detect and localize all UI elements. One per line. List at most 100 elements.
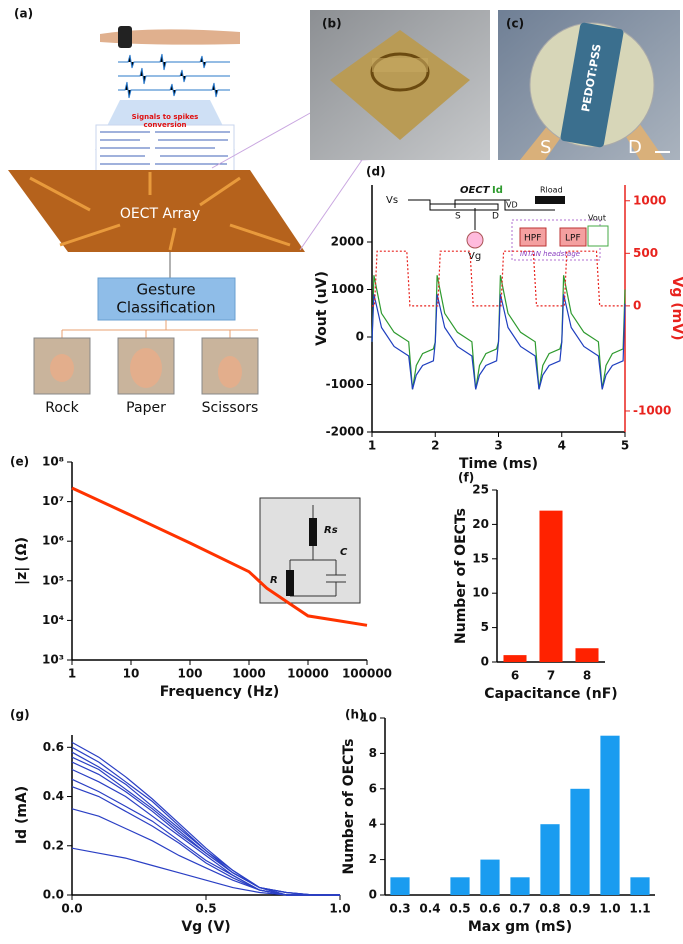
line <box>71 808 340 896</box>
x-tick-label: 1.0 <box>599 902 620 916</box>
x-axis-title: Vg (V) <box>181 919 230 935</box>
y-tick-label: 0.2 <box>43 838 64 852</box>
y-tick-label: 15 <box>472 551 489 565</box>
bar <box>600 735 620 895</box>
bar <box>540 824 560 895</box>
electrode-label: S <box>540 137 551 158</box>
y-tick-label: 20 <box>472 517 489 531</box>
x-tick-label: 5 <box>621 439 629 453</box>
x-tick-label: 1 <box>368 439 376 453</box>
y-tick-label: 0 <box>356 330 364 344</box>
signal-text: Signals to spikes <box>132 113 199 121</box>
inset-text: Rs <box>324 525 338 536</box>
x-axis-title: Frequency (Hz) <box>160 684 279 700</box>
oect-array <box>8 170 305 252</box>
sensor-band <box>118 26 132 48</box>
line <box>71 847 340 896</box>
panel-label: (g) <box>10 708 30 722</box>
y-tick-label: 0 <box>481 655 489 669</box>
y-axis-title: Id (mA) <box>14 786 30 844</box>
hand <box>130 348 162 388</box>
y-axis-title: Vout (uV) <box>314 271 330 346</box>
connector <box>61 320 258 338</box>
y-tick-label: 6 <box>369 781 377 795</box>
x-tick-label: 0.7 <box>509 902 530 916</box>
x-tick-label: 1000 <box>232 667 265 681</box>
array-text: OECT Array <box>120 206 200 222</box>
bar <box>390 877 410 895</box>
y2-tick-label: -1000 <box>633 403 671 417</box>
y-tick-label: 0.6 <box>43 740 64 754</box>
pedot-film <box>560 22 624 148</box>
y-tick-label: 10⁷ <box>42 494 64 508</box>
panel-b: (b) <box>310 10 490 160</box>
panel-label: (f) <box>458 471 474 485</box>
y-tick-label: 0 <box>369 888 377 902</box>
inset-text: INTAN headstage <box>520 250 580 258</box>
line <box>71 486 368 627</box>
x-axis-title: Time (ms) <box>459 456 538 472</box>
y-tick-label: 5 <box>481 620 489 634</box>
x-tick-label: 100000 <box>342 667 392 681</box>
panel-label: (e) <box>10 455 29 469</box>
inset-text: Id <box>492 185 503 196</box>
inset-text: R <box>270 575 278 586</box>
x-tick-label: 1.1 <box>629 902 650 916</box>
panel-label: (c) <box>506 17 524 31</box>
inset-text: Rload <box>540 186 563 195</box>
y-tick-label: -1000 <box>326 377 364 391</box>
y-tick-label: 2 <box>369 852 377 866</box>
line <box>71 756 340 896</box>
line <box>71 751 340 896</box>
y-tick-label: 1000 <box>331 282 364 296</box>
y-axis-title: Number of OECTs <box>341 739 357 875</box>
hand <box>218 356 242 388</box>
line <box>71 741 340 896</box>
x-tick-label: 8 <box>583 669 591 683</box>
inset-text: VD <box>506 201 518 210</box>
panel-label: (a) <box>14 7 33 21</box>
y2-tick-label: 1000 <box>633 193 666 207</box>
line <box>371 294 626 390</box>
x-tick-label: 100 <box>177 667 202 681</box>
x-axis-title: Capacitance (nF) <box>484 686 617 702</box>
y-tick-label: 10⁸ <box>42 455 64 469</box>
x-tick-label: 0.8 <box>539 902 560 916</box>
x-tick-label: 0.5 <box>449 902 470 916</box>
y-tick-label: 25 <box>472 483 489 497</box>
bar <box>510 877 530 895</box>
x-tick-label: 4 <box>558 439 566 453</box>
y-tick-label: -2000 <box>326 425 364 439</box>
x-tick-label: 0.4 <box>419 902 440 916</box>
bar <box>575 648 599 662</box>
electrode-label: D <box>628 137 642 158</box>
well <box>372 58 428 72</box>
panel-label: (b) <box>322 17 342 31</box>
x-tick-label: 2 <box>431 439 439 453</box>
bar <box>503 655 527 662</box>
bar <box>480 859 500 895</box>
line <box>71 761 340 896</box>
x-tick-label: 0.9 <box>569 902 590 916</box>
y-tick-label: 10⁶ <box>42 534 64 548</box>
panel-c: PEDOT:PSS S D (c) <box>498 10 680 160</box>
y2-tick-label: 500 <box>633 246 658 260</box>
signal-text: conversion <box>143 121 186 129</box>
x-tick-label: 7 <box>547 669 555 683</box>
line <box>71 778 340 896</box>
line <box>71 786 340 896</box>
hand <box>50 354 74 382</box>
inset-text: C <box>340 547 348 558</box>
line <box>372 250 625 307</box>
inset-text: S <box>455 212 461 222</box>
classification-text: Classification <box>116 299 215 317</box>
classification-text: Gesture <box>136 281 195 299</box>
y-tick-label: 10⁵ <box>42 573 64 587</box>
inset-text: OECT <box>460 185 491 196</box>
arm <box>100 29 240 45</box>
bar <box>630 877 650 895</box>
x-tick-label: 3 <box>494 439 502 453</box>
x-tick-label: 0.3 <box>389 902 410 916</box>
y-tick-label: 10 <box>360 711 377 725</box>
inset-text: D <box>492 212 499 222</box>
